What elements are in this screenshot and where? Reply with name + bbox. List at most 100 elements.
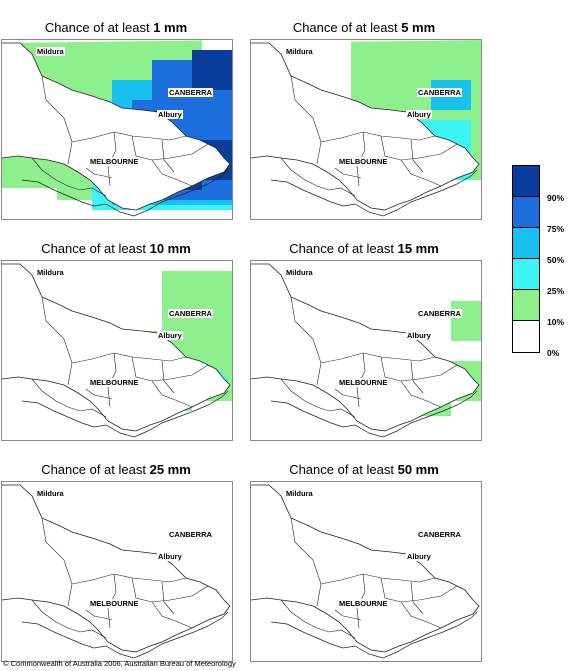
state-border [251,263,480,432]
district-boundary [151,159,193,187]
panel-title-10mm: Chance of at least 10 mm [0,241,232,256]
legend-swatch-0 [513,321,539,352]
probability-cell [57,180,117,200]
panel-title-prefix: Chance of at least [289,462,398,477]
panel-title-1mm: Chance of at least 1 mm [0,20,232,35]
canberra-label: CANBERRA [168,309,213,318]
map-panel-15mm: Mildura CANBERRA Albury MELBOURNE [250,260,482,441]
district-boundary [161,139,175,173]
legend-swatch-75 [513,197,539,228]
albury-label: Albury [157,552,183,561]
district-boundary [41,517,73,607]
map-panel-10mm: Mildura CANBERRA Albury MELBOURNE [1,260,233,441]
district-boundary [31,378,107,418]
district-boundary [334,167,362,179]
victoria-map [251,263,481,438]
mildura-label: Mildura [285,47,314,56]
district-boundary [320,573,436,585]
victoria-map [2,40,232,217]
panel-title-50mm: Chance of at least 50 mm [248,462,480,477]
district-boundary [334,388,362,400]
probability-cell [152,381,192,411]
legend-swatch-90 [513,166,539,197]
district-boundary [380,577,458,603]
district-boundary [400,380,442,408]
melbourne-label: MELBOURNE [89,157,140,166]
probability-cell [451,301,481,341]
district-boundary [380,356,458,382]
legend-swatch-50 [513,228,539,259]
panel-title-15mm: Chance of at least 15 mm [248,241,480,256]
legend-swatch-25 [513,259,539,290]
victoria-map [251,484,480,659]
district-boundary [151,380,193,408]
district-boundary [410,139,424,173]
coastline [270,611,478,659]
panel-title-amount: 25 mm [149,462,191,477]
victoria-map [2,484,231,659]
state-border [251,42,480,211]
panel-title-amount: 50 mm [397,462,439,477]
district-boundary [85,388,113,400]
coastline [270,390,478,438]
canberra-label: CANBERRA [168,530,213,539]
victoria-map [2,263,232,438]
district-boundary [85,167,113,179]
district-boundary [131,577,209,603]
panel-title-amount: 10 mm [149,241,191,256]
legend-label-50: 50% [547,255,565,265]
albury-label: Albury [157,110,183,119]
district-boundary [334,609,362,621]
district-boundary [400,601,442,629]
probability-cell [182,606,222,616]
coastline [21,169,229,217]
mildura-label: Mildura [285,268,314,277]
coastline [21,611,229,659]
albury-label: Albury [157,331,183,340]
probability-cell [132,100,192,140]
mildura-label: Mildura [36,268,65,277]
albury-label: Albury [406,110,432,119]
probability-cell [341,100,401,160]
probability-cell [411,391,451,416]
map-panel-25mm: Mildura CANBERRA Albury MELBOURNE [1,481,233,662]
district-boundary [290,75,322,165]
district-boundary [290,296,322,386]
legend-label-0: 0% [547,348,560,358]
district-boundary [71,131,187,143]
legend-colorbar [512,165,540,353]
district-boundary [280,157,356,197]
mildura-label: Mildura [36,47,65,56]
legend-label-10: 10% [547,317,565,327]
panel-title-prefix: Chance of at least [44,20,154,35]
district-boundary [31,599,107,639]
probability-cell [192,50,232,90]
coastline [270,169,478,217]
panel-title-prefix: Chance of at least [289,241,398,256]
district-boundary [131,135,209,161]
district-boundary [410,581,424,615]
panel-title-prefix: Chance of at least [41,462,150,477]
district-boundary [71,573,187,585]
district-boundary [131,356,209,382]
albury-label: Albury [406,331,432,340]
district-boundary [41,75,73,165]
district-boundary [41,296,73,386]
state-border [2,263,231,432]
map-panel-5mm: Mildura CANBERRA Albury MELBOURNE [250,39,482,220]
canberra-label: CANBERRA [168,88,213,97]
copyright-notice: © Commonwealth of Australia 2006, Austra… [3,659,236,668]
district-boundary [280,599,356,639]
probability-cell [172,371,222,391]
panel-title-amount: 15 mm [397,241,439,256]
canberra-label: CANBERRA [417,530,462,539]
victoria-map [251,40,481,217]
district-boundary [280,378,356,418]
map-panel-1mm: Mildura CANBERRA Albury MELBOURNE [1,39,233,220]
canberra-label: CANBERRA [417,309,462,318]
district-boundary [71,352,187,364]
district-boundary [161,360,175,394]
probability-cell [451,377,475,387]
district-boundary [161,581,175,615]
probability-cell [172,140,232,180]
